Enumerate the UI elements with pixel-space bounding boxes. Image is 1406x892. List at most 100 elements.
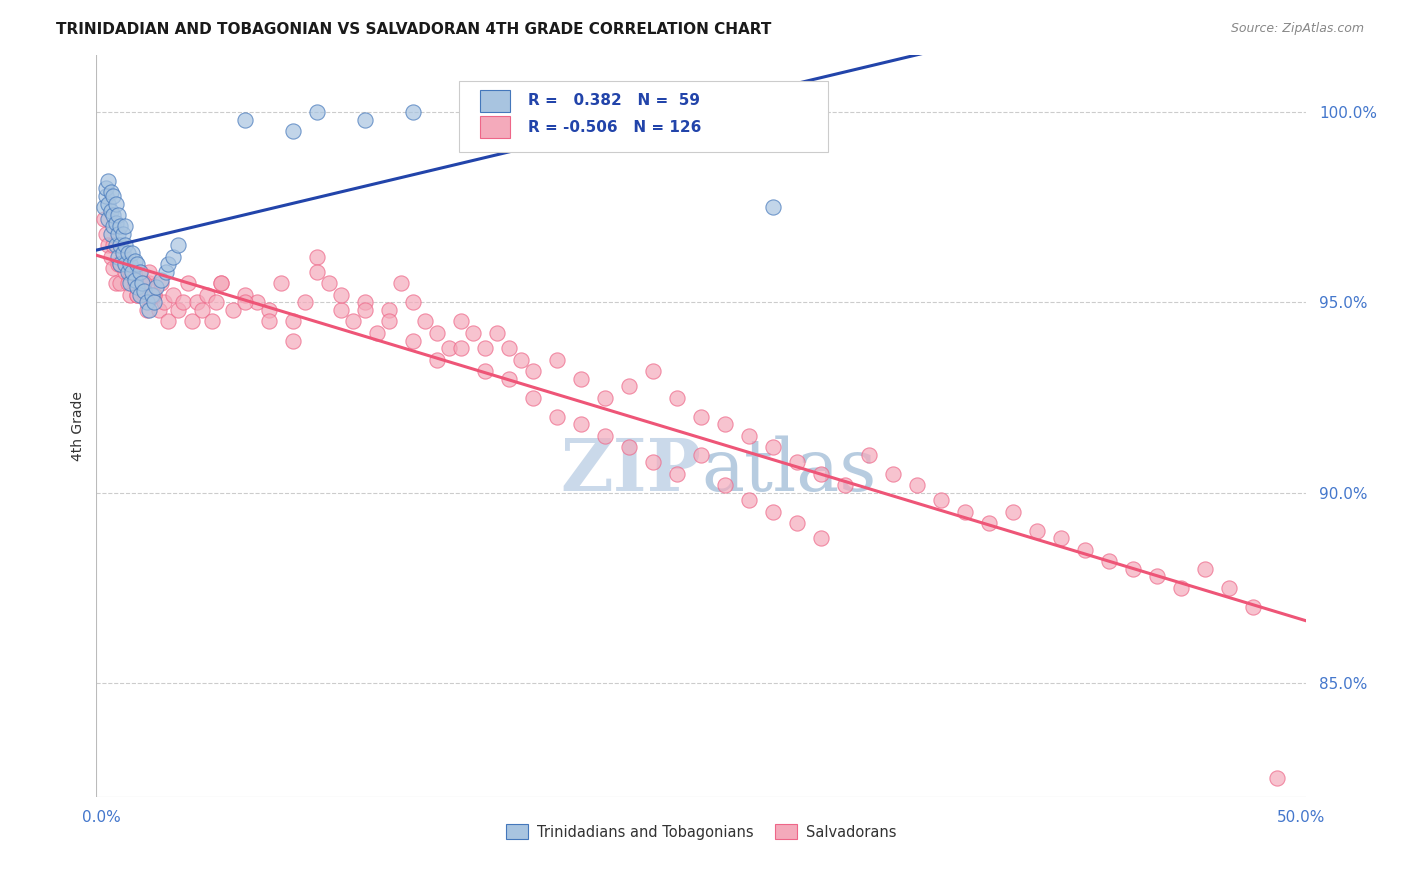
Point (1122, 562, 1144, 576)
Legend: Trinidadians and Tobagonians, Salvadorans: Trinidadians and Tobagonians, Salvadoran… (501, 818, 903, 846)
Point (1265, 771, 1288, 785)
Point (128, 288, 150, 302)
Point (569, 417, 592, 432)
Point (111, 246, 134, 260)
Point (474, 364, 496, 378)
Point (1026, 524, 1049, 538)
Point (110, 257, 132, 271)
Point (94, 181, 117, 195)
Point (617, 379, 640, 393)
Point (101, 208, 124, 222)
Point (810, 467, 832, 481)
Point (1050, 532, 1073, 546)
Point (114, 219, 136, 234)
Point (378, 303, 401, 318)
Point (110, 219, 132, 234)
Point (666, 391, 689, 405)
Point (127, 288, 149, 302)
Point (378, 314, 401, 328)
Point (786, 516, 808, 530)
Point (366, 326, 388, 340)
Point (104, 196, 127, 211)
FancyBboxPatch shape (460, 81, 828, 152)
Point (101, 189, 124, 203)
Point (97, 174, 120, 188)
Point (142, 295, 165, 310)
Point (100, 250, 122, 264)
Point (437, 341, 460, 355)
Point (426, 326, 449, 340)
Point (257, 303, 280, 318)
Point (135, 295, 157, 310)
Point (1098, 554, 1121, 568)
Text: Source: ZipAtlas.com: Source: ZipAtlas.com (1230, 22, 1364, 36)
Point (307, 105, 329, 120)
Point (117, 277, 139, 291)
Point (641, 364, 664, 378)
Text: TRINIDADIAN AND TOBAGONIAN VS SALVADORAN 4TH GRADE CORRELATION CHART: TRINIDADIAN AND TOBAGONIAN VS SALVADORAN… (56, 22, 772, 37)
Point (461, 326, 484, 340)
Point (134, 277, 156, 291)
Point (93, 200, 115, 214)
Point (94, 189, 117, 203)
Point (389, 277, 412, 291)
Point (100, 204, 122, 219)
Point (714, 417, 737, 432)
Point (330, 288, 353, 302)
Point (209, 277, 232, 291)
Point (118, 288, 141, 302)
Point (121, 246, 143, 260)
Point (354, 303, 377, 318)
Point (104, 277, 127, 291)
FancyBboxPatch shape (479, 116, 510, 138)
Point (307, 250, 329, 264)
Point (114, 257, 136, 271)
Point (307, 265, 329, 279)
Point (138, 303, 160, 318)
Point (354, 295, 377, 310)
Point (1001, 505, 1024, 519)
Point (929, 493, 952, 508)
Point (977, 516, 1000, 530)
Point (498, 371, 520, 385)
Point (209, 277, 232, 291)
Point (93, 211, 115, 226)
Point (233, 295, 256, 310)
Point (107, 227, 129, 241)
Point (117, 265, 139, 279)
Point (1146, 569, 1168, 583)
Point (786, 455, 808, 469)
Point (858, 448, 880, 462)
Point (127, 288, 149, 302)
Point (402, 334, 425, 348)
Point (141, 288, 163, 302)
Point (101, 238, 124, 252)
Point (152, 295, 174, 310)
Point (97, 238, 120, 252)
Point (162, 250, 184, 264)
Point (593, 428, 616, 442)
Point (142, 288, 165, 302)
Point (138, 277, 160, 291)
Point (181, 314, 204, 328)
Point (150, 272, 173, 286)
Point (127, 257, 149, 271)
Text: R =   0.382   N =  59: R = 0.382 N = 59 (529, 94, 700, 108)
Point (342, 314, 364, 328)
Point (546, 409, 568, 424)
Point (330, 303, 353, 318)
Point (233, 112, 256, 127)
Point (450, 314, 472, 328)
Point (641, 455, 664, 469)
Point (498, 105, 520, 120)
Point (905, 478, 928, 492)
Point (569, 371, 592, 385)
Point (138, 265, 160, 279)
Point (1170, 581, 1192, 595)
Point (121, 265, 143, 279)
Point (569, 112, 592, 127)
Point (134, 288, 156, 302)
Point (131, 277, 153, 291)
Point (172, 295, 194, 310)
Point (111, 227, 134, 241)
